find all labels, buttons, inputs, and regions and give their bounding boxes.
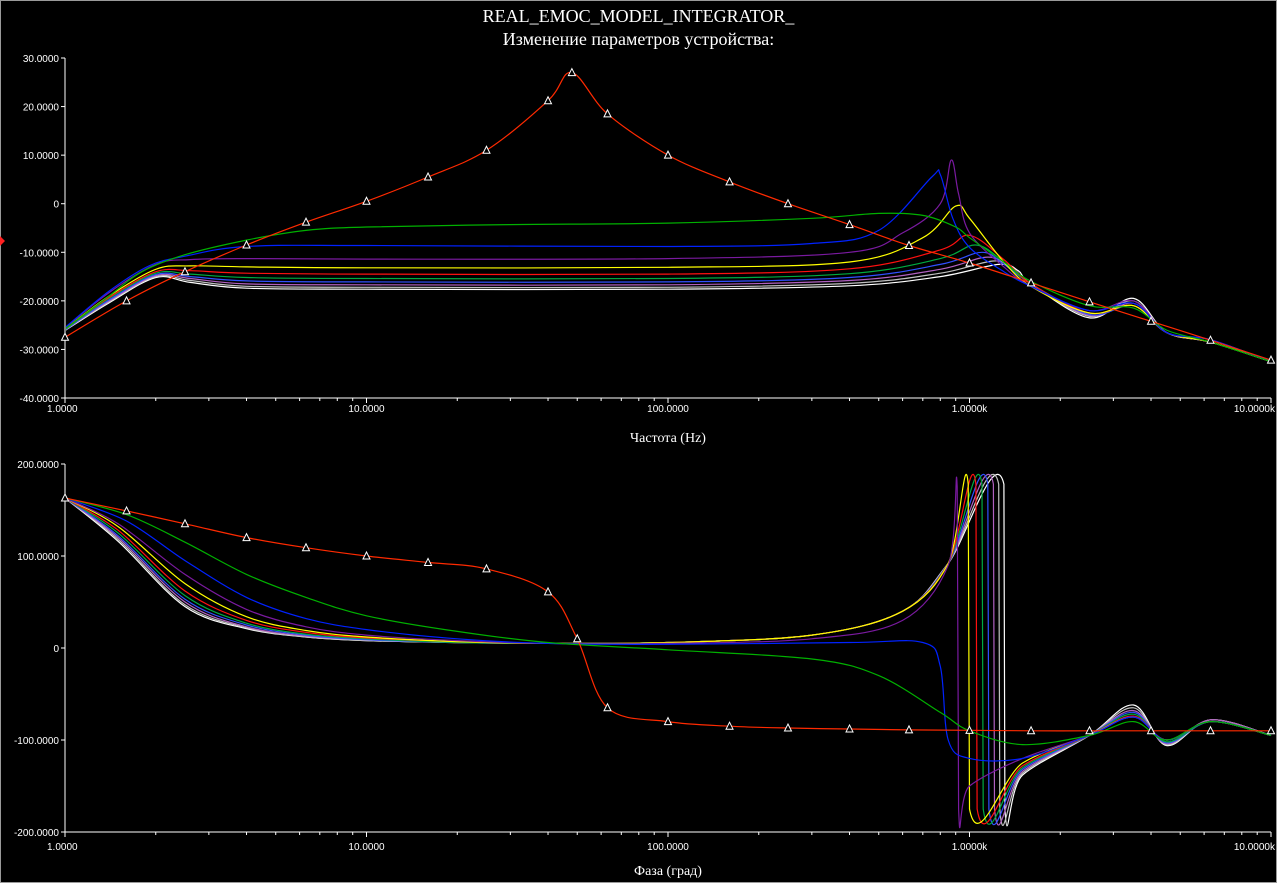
triangle-marker (60, 492, 70, 502)
triangle-marker (567, 67, 577, 77)
x-tick-label: 10.0000 (348, 842, 385, 853)
series-line-10 (66, 263, 1272, 363)
triangle-marker (1026, 725, 1036, 735)
triangle-marker (242, 239, 251, 249)
triangle-marker (783, 198, 793, 208)
triangle-marker (725, 176, 734, 186)
triangle-marker (543, 95, 553, 105)
triangle-marker (1026, 277, 1036, 287)
series-line-0 (66, 497, 1271, 732)
series-line-5 (66, 473, 1272, 825)
triangle-marker (301, 542, 311, 552)
triangle-marker (663, 716, 673, 726)
series-line-4 (66, 204, 1272, 363)
triangle-marker (180, 518, 190, 528)
y-tick-label: -20.0000 (20, 297, 60, 308)
x-tick-label: 10.0000 (348, 404, 385, 415)
triangle-marker (845, 219, 854, 229)
chart-title: REAL_EMOC_MODEL_INTEGRATOR_ (482, 6, 795, 26)
triangle-marker (1085, 296, 1094, 306)
triangle-marker (180, 266, 190, 276)
triangle-marker (242, 532, 251, 542)
triangle-marker (362, 550, 371, 560)
y-tick-label: -10.0000 (20, 248, 60, 259)
x-tick-label: 1.0000 (47, 404, 78, 415)
triangle-marker (783, 722, 793, 732)
triangle-marker (1206, 335, 1215, 344)
triangle-marker (572, 633, 582, 643)
triangle-marker (965, 257, 974, 267)
triangle-marker (603, 702, 612, 712)
series-line-4 (66, 473, 1272, 824)
series-line-0 (66, 71, 1272, 361)
triangle-marker (1146, 316, 1156, 325)
y-tick-label: 10.0000 (23, 151, 60, 162)
triangle-marker (482, 145, 491, 154)
triangle-marker (301, 217, 311, 226)
series-line-1 (66, 212, 1272, 363)
triangle-marker (1146, 725, 1156, 735)
y-tick-label: -40.0000 (20, 394, 60, 405)
triangle-marker (603, 108, 612, 118)
x-tick-label: 100.0000 (647, 404, 689, 415)
triangle-marker (904, 240, 914, 249)
triangle-marker (965, 725, 974, 734)
y-tick-label: 0 (53, 644, 59, 655)
y-tick-label: 200.0000 (17, 460, 59, 471)
x-tick-label: 1.0000k (952, 842, 989, 853)
triangle-marker (1206, 725, 1215, 735)
x-axis-label: Фаза (град) (634, 864, 702, 879)
triangle-marker (1085, 725, 1094, 735)
x-tick-label: 1.0000 (47, 842, 78, 853)
triangle-marker (122, 505, 131, 515)
series-line-2 (66, 169, 1272, 363)
triangle-marker (845, 723, 854, 733)
y-tick-label: -30.0000 (20, 345, 60, 356)
triangle-marker (1266, 725, 1276, 735)
triangle-marker (1266, 354, 1276, 364)
triangle-marker (60, 332, 70, 341)
triangle-marker (122, 295, 131, 305)
series-line-1 (66, 497, 1272, 746)
y-tick-label: -200.0000 (14, 828, 59, 839)
y-tick-label: 20.0000 (23, 103, 60, 114)
x-tick-label: 100.0000 (647, 842, 689, 853)
triangle-marker (423, 171, 433, 181)
series-line-3 (66, 476, 1272, 829)
triangle-marker (362, 196, 371, 205)
y-tick-label: 30.0000 (23, 54, 60, 65)
x-tick-label: 10.0000k (1234, 842, 1276, 853)
series-line-2 (66, 497, 1272, 762)
x-axis-label: Частота (Hz) (630, 431, 706, 446)
triangle-marker (423, 557, 433, 566)
x-tick-label: 1.0000k (952, 404, 989, 415)
triangle-marker (543, 586, 553, 596)
chart-subtitle: Изменение параметров устройства: (502, 29, 775, 49)
x-tick-label: 10.0000k (1234, 404, 1276, 415)
triangle-marker (904, 724, 914, 734)
triangle-marker (482, 563, 491, 573)
triangle-marker (725, 721, 734, 730)
y-tick-label: 0 (53, 200, 59, 211)
y-tick-label: -100.0000 (14, 736, 59, 747)
cursor-marker-icon (0, 236, 5, 246)
y-tick-label: 100.0000 (17, 552, 59, 563)
triangle-marker (663, 150, 673, 159)
